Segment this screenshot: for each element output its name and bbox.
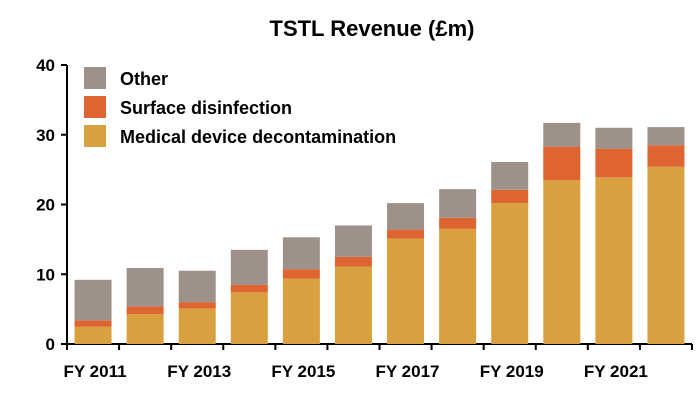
bar-segment: [230, 292, 268, 344]
bar-segment: [178, 270, 216, 303]
bar-segment: [387, 203, 425, 230]
bar-segment: [387, 229, 425, 239]
bar-segment: [439, 189, 477, 218]
bar-segment: [282, 269, 320, 279]
bar-segment: [595, 177, 633, 344]
bar-segment: [282, 237, 320, 270]
bar-segment: [647, 145, 685, 167]
bar-segment: [334, 266, 372, 344]
bar-segment: [387, 238, 425, 344]
bar-segment: [230, 284, 268, 293]
bar-segment: [439, 228, 477, 344]
x-tick-label: FY 2017: [376, 362, 440, 381]
x-tick-label: FY 2015: [271, 362, 335, 381]
bar-segment: [647, 127, 685, 146]
bar-segment: [230, 249, 268, 285]
legend: Other Surface disinfection Medical device …: [84, 67, 396, 147]
bar-segment: [491, 203, 529, 344]
bar-segment: [647, 166, 685, 344]
bar-segment: [334, 225, 372, 257]
bar-segment: [126, 314, 164, 344]
bar-segment: [126, 267, 164, 307]
bar-segment: [178, 302, 216, 309]
bar-segment: [74, 326, 112, 344]
bar-segment: [491, 161, 529, 190]
y-tick-label: 40: [36, 56, 55, 75]
y-tick-label: 10: [36, 265, 55, 284]
axes: 0 10 20 30 40 FY 2011 FY 2013 FY 2015 FY 2017 FY …: [36, 56, 693, 381]
x-tick-label: FY 2013: [167, 362, 231, 381]
bar-segment: [74, 279, 112, 321]
bar-segment: [491, 189, 529, 204]
bar-segment: [543, 122, 581, 147]
bar-segment: [595, 148, 633, 178]
legend-swatch: [84, 96, 106, 118]
legend-label: Other: [120, 69, 168, 89]
chart-title: TSTL Revenue (£m): [270, 16, 475, 41]
x-tick-label: FY 2011: [64, 362, 127, 381]
x-tick-label: FY 2021: [584, 362, 648, 381]
bar-segment: [334, 256, 372, 267]
legend-swatch: [84, 125, 106, 147]
y-tick-label: 20: [36, 196, 55, 215]
legend-label: Surface disinfection: [120, 98, 292, 118]
bar-segment: [74, 320, 112, 327]
bar-segment: [595, 127, 633, 149]
bar-segment: [282, 278, 320, 344]
bar-segment: [543, 180, 581, 344]
bar-segment: [178, 308, 216, 344]
bar-segment: [439, 217, 477, 229]
x-tick-label: FY 2019: [480, 362, 544, 381]
y-tick-label: 30: [36, 126, 55, 145]
bar-segment: [543, 146, 581, 181]
bars: [74, 122, 685, 344]
bar-segment: [126, 306, 164, 314]
y-tick-label: 0: [46, 335, 55, 354]
legend-label: Medical device decontamination: [120, 127, 396, 147]
legend-swatch: [84, 67, 106, 89]
